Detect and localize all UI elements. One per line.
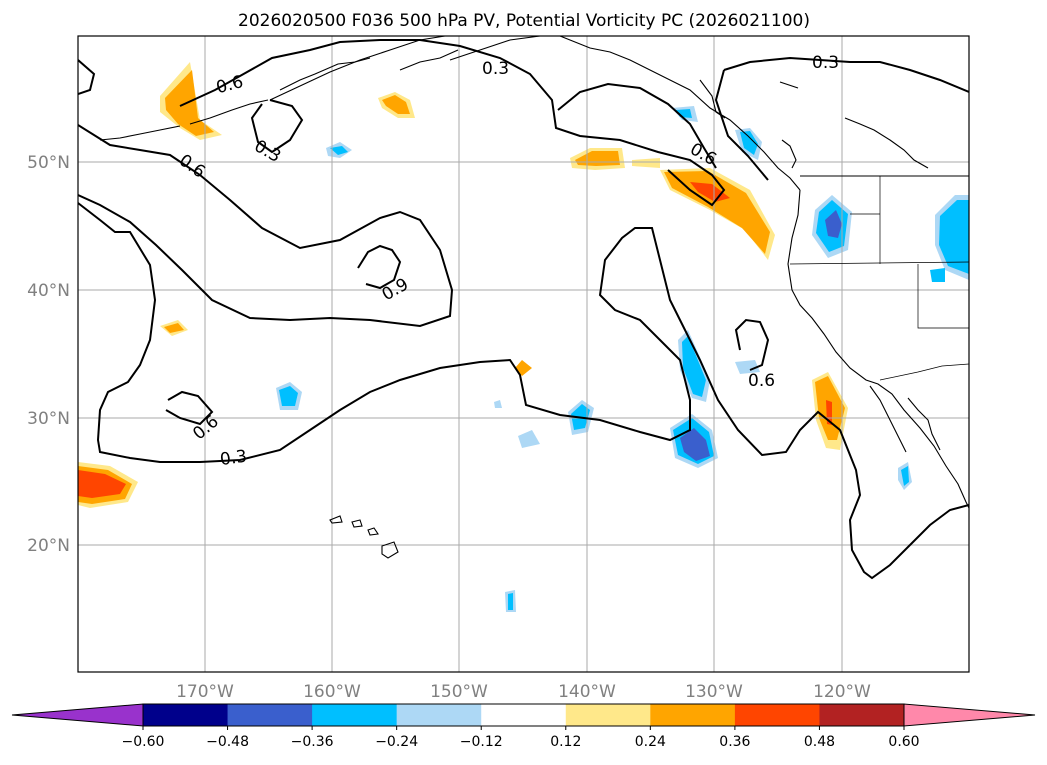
pv-negative-region (735, 360, 760, 374)
coastlines (99, 36, 969, 559)
latitude-labels: 50°N 40°N 30°N 20°N (27, 153, 70, 556)
pv-positive-region (165, 70, 214, 136)
pv-positive-region (164, 323, 184, 333)
colorbar-box (819, 704, 905, 726)
colorbar-box (565, 704, 651, 726)
colorbar-label: 0.12 (550, 734, 581, 750)
colorbar-box (396, 704, 482, 726)
lon-label: 170°W (176, 682, 234, 702)
colorbar-box (143, 704, 229, 726)
pv-negative-region (682, 336, 706, 397)
pv-positive-region (78, 470, 126, 498)
colorbar-box (312, 704, 398, 726)
pv-contours (78, 39, 969, 580)
pv-negative-region (901, 466, 909, 486)
colorbar-extend-low (11, 703, 144, 727)
pv-negative-region (518, 430, 540, 448)
lat-label: 20°N (27, 536, 70, 556)
colorbar-label: −0.12 (460, 734, 503, 750)
colorbar-label: −0.36 (291, 734, 334, 750)
pv-positive-region (690, 182, 730, 202)
map-background (78, 36, 969, 672)
pv-positive-region (664, 171, 770, 254)
longitude-labels: 170°W 160°W 150°W 140°W 130°W 120°W (176, 682, 871, 702)
colorbar-label: −0.60 (122, 734, 165, 750)
pv-negative-region (939, 200, 969, 274)
pv-negative-region (740, 131, 758, 155)
colorbar-frame (142, 703, 905, 727)
colorbar-box (481, 704, 567, 726)
lat-label: 30°N (27, 409, 70, 429)
colorbar-label: 0.48 (804, 734, 835, 750)
lon-label: 150°W (430, 682, 488, 702)
pv-negative-region (330, 146, 348, 155)
lon-label: 130°W (685, 682, 743, 702)
pv-positive-region (632, 158, 660, 168)
lat-label: 40°N (27, 281, 70, 301)
contour-label: 0.3 (482, 59, 509, 79)
colorbar-box (227, 704, 313, 726)
colorbar-extend-high (903, 703, 1036, 727)
contour-label: 0.3 (812, 53, 839, 73)
pv-negative-region (825, 210, 842, 238)
colorbar-label: 0.24 (635, 734, 666, 750)
pv-negative-region (930, 268, 945, 282)
pv-negative-region (508, 593, 513, 610)
colorbar-label: −0.48 (206, 734, 249, 750)
pv-positive-region (515, 360, 532, 376)
map-frame (77, 35, 970, 673)
contour-label: 0.3 (219, 447, 249, 471)
colorbar-label: 0.36 (719, 734, 750, 750)
colorbar-label: 0.60 (888, 734, 919, 750)
colorbar: −0.60 −0.48 −0.36 −0.24 −0.12 0.12 0.24 0.36 0.4… (11, 703, 1036, 750)
colorbar-box (734, 704, 820, 726)
graticule (78, 36, 969, 672)
pv-negative-region (494, 400, 502, 408)
lon-label: 140°W (558, 682, 616, 702)
lat-label: 50°N (27, 153, 70, 173)
colorbar-label: −0.24 (375, 734, 418, 750)
pv-negative-region (680, 428, 710, 461)
map-title: 2026020500 F036 500 hPa PV, Potential Vo… (238, 11, 810, 31)
contour-label: 0.6 (748, 371, 775, 391)
lon-label: 160°W (303, 682, 361, 702)
colorbar-box (650, 704, 736, 726)
pv-positive-region (382, 95, 410, 114)
lon-label: 120°W (813, 682, 871, 702)
pv-negative-region (279, 386, 298, 406)
